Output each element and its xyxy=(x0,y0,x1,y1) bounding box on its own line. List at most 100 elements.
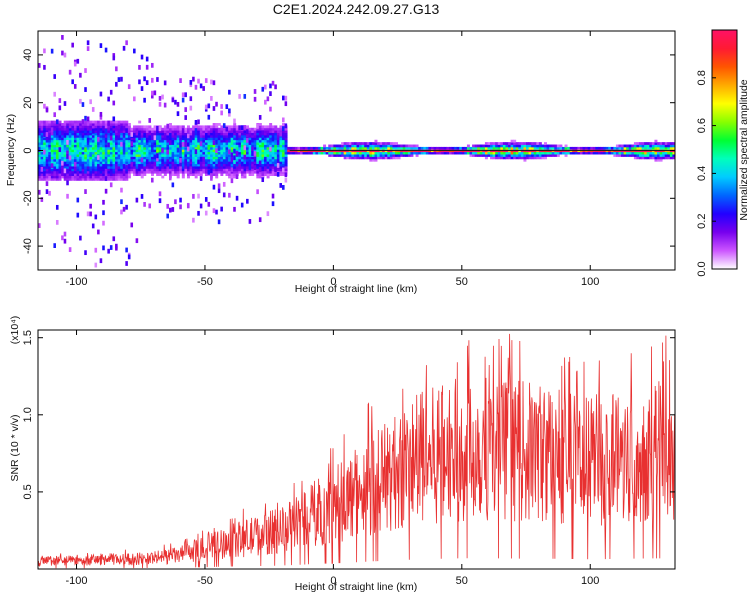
spectrogram-cell xyxy=(163,151,167,155)
spectrogram-cell xyxy=(251,158,255,162)
spectrogram-cell xyxy=(204,130,208,133)
spectrogram-cell xyxy=(143,163,147,167)
spectrogram-cell xyxy=(145,156,149,160)
spectrogram-cell xyxy=(145,80,149,85)
spectrogram-cell xyxy=(189,132,193,136)
spectrogram-cell xyxy=(235,132,239,136)
spectrogram-cell xyxy=(43,48,46,54)
spectrogram-cell xyxy=(115,177,119,181)
spectrogram-cell xyxy=(63,130,67,133)
spectrogram-cell xyxy=(597,146,601,150)
spectrogram-cell xyxy=(271,173,275,176)
spectrogram-cell xyxy=(55,158,59,162)
spectrogram-cell xyxy=(595,146,599,150)
spectrogram-cell xyxy=(81,161,85,165)
spectrogram-cell xyxy=(228,149,231,155)
spectrogram-cell xyxy=(86,46,90,51)
spectrogram-cell xyxy=(667,151,671,155)
spectrogram-cell xyxy=(197,139,201,143)
spectrogram-cell xyxy=(513,151,517,155)
spectrogram-cell xyxy=(251,139,255,143)
spectrogram-cell xyxy=(369,144,373,148)
spectrogram-cell xyxy=(161,137,165,141)
spectrogram-cell xyxy=(253,137,257,141)
spectrogram-cell xyxy=(235,127,239,131)
spectrogram-cell xyxy=(184,151,188,155)
spectrogram-cell xyxy=(76,134,80,138)
spectrogram-cell xyxy=(256,146,260,150)
spectrogram-cell xyxy=(528,144,532,148)
spectrogram-cell xyxy=(112,236,116,242)
spectrogram-cell xyxy=(526,144,529,148)
spectrogram-cell xyxy=(71,130,75,133)
spectrogram-cell xyxy=(151,77,154,83)
spectrogram-cell xyxy=(133,142,137,145)
spectrogram-cell xyxy=(271,156,275,160)
spectrogram-cell xyxy=(86,132,90,136)
spectrogram-cell xyxy=(79,123,83,126)
spectrogram-cell xyxy=(284,134,288,138)
spectrogram-cell xyxy=(307,146,311,150)
spectrogram-cell xyxy=(199,149,203,153)
spectrogram-cell xyxy=(664,146,668,150)
spectrogram-cell xyxy=(346,142,350,145)
spectrogram-cell xyxy=(230,146,234,150)
spectrogram-cell xyxy=(217,139,221,143)
spectrogram-cell xyxy=(68,123,72,126)
spectrogram-cell xyxy=(40,175,44,179)
spectrogram-cell xyxy=(597,151,601,155)
spectrogram-cell xyxy=(271,125,275,129)
spectrogram-cell xyxy=(646,146,650,150)
spectrogram-cell xyxy=(112,53,116,58)
spectrogram-cell xyxy=(472,144,476,148)
spectrogram-cell xyxy=(407,151,411,155)
spectrogram-cell xyxy=(664,156,668,160)
spectrogram-cell xyxy=(99,177,103,181)
spectrogram-cell xyxy=(127,84,131,90)
spectrogram-cell xyxy=(510,154,514,157)
spectrogram-cell xyxy=(186,168,190,172)
spectrogram-cell xyxy=(143,132,147,136)
spectrogram-cell xyxy=(171,130,175,133)
spectrogram-cell xyxy=(228,156,232,160)
spectrogram-cell xyxy=(217,134,221,138)
spectrogram-cell xyxy=(210,158,214,162)
spectrogram-cell xyxy=(192,193,195,199)
spectrogram-cell xyxy=(91,161,95,165)
spectrogram-cell xyxy=(122,175,126,179)
spectrogram-cell xyxy=(269,170,273,174)
spectrogram-cell xyxy=(264,170,268,174)
spectrogram-cell xyxy=(163,132,167,136)
spectrogram-cell xyxy=(68,170,72,174)
spectrogram-cell xyxy=(163,137,167,141)
spectrogram-cell xyxy=(669,146,673,150)
spectrogram-cell xyxy=(181,142,185,147)
spectrogram-cell xyxy=(135,154,139,157)
spectrogram-cell xyxy=(122,168,126,172)
spectrogram-cell xyxy=(76,146,80,150)
spectrogram-cell xyxy=(333,151,337,155)
spectrogram-cell xyxy=(76,151,80,155)
spectrogram-cell xyxy=(192,76,195,82)
spectrogram-cell xyxy=(63,161,67,165)
spectrogram-cell xyxy=(102,170,106,174)
spectrogram-cell xyxy=(104,47,108,53)
spectrogram-cell xyxy=(413,151,416,155)
spectrogram-cell xyxy=(43,103,46,109)
spectrogram-cell xyxy=(109,166,113,169)
spectrogram-cell xyxy=(135,130,139,136)
spectrogram-cell xyxy=(158,170,162,174)
spectrogram-cell xyxy=(374,154,378,157)
spectrogram-cell xyxy=(112,132,116,136)
spectrogram-cell xyxy=(179,139,183,143)
spectrogram-cell xyxy=(238,170,242,174)
spectrogram-cell xyxy=(274,130,278,133)
spectrogram-cell xyxy=(107,177,111,181)
spectrogram-cell xyxy=(140,175,144,179)
spectrogram-cell xyxy=(138,146,142,150)
spectrogram-cell xyxy=(99,151,103,155)
spectrogram-cell xyxy=(430,151,434,155)
spectrogram-cell xyxy=(102,123,106,126)
spectrogram-cell xyxy=(369,151,373,155)
spectrogram-cell xyxy=(264,156,268,160)
